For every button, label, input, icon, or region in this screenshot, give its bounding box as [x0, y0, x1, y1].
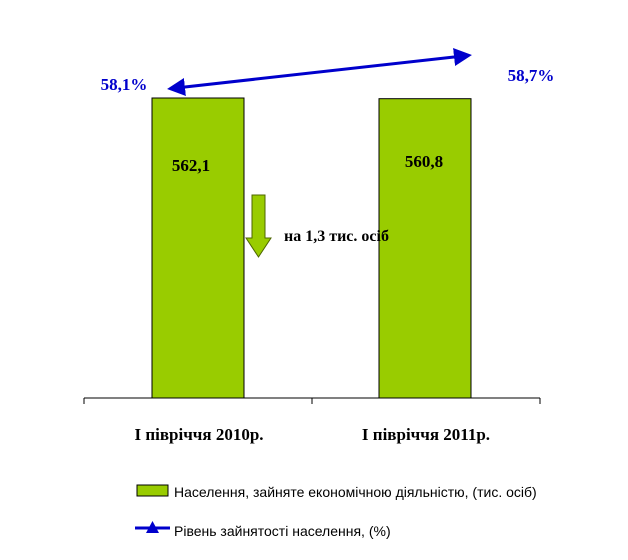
legend-swatch-rate-marker — [146, 521, 159, 533]
decrease-arrow-icon — [245, 194, 272, 258]
rate-value-label-2011: 58,7% — [508, 66, 555, 85]
bar-value-label-2010: 562,1 — [172, 156, 210, 175]
decrease-annotation: на 1,3 тис. осіб — [284, 228, 389, 245]
bar-value-label-2011: 560,8 — [405, 152, 443, 171]
legend-label-rate: Рівень зайнятості населення, (%) — [174, 523, 391, 539]
category-label-2010: І півріччя 2010р. — [134, 425, 263, 444]
legend-label-employed: Населення, зайняте економічною діяльніст… — [174, 484, 537, 500]
legend-swatch-employed — [136, 484, 169, 497]
bar-2010 — [151, 97, 245, 399]
bar-2011 — [378, 98, 472, 399]
rate-value-label-2010: 58,1% — [101, 75, 148, 94]
rate-arrow-line — [167, 48, 472, 96]
category-label-2011: І півріччя 2011р. — [362, 425, 490, 444]
